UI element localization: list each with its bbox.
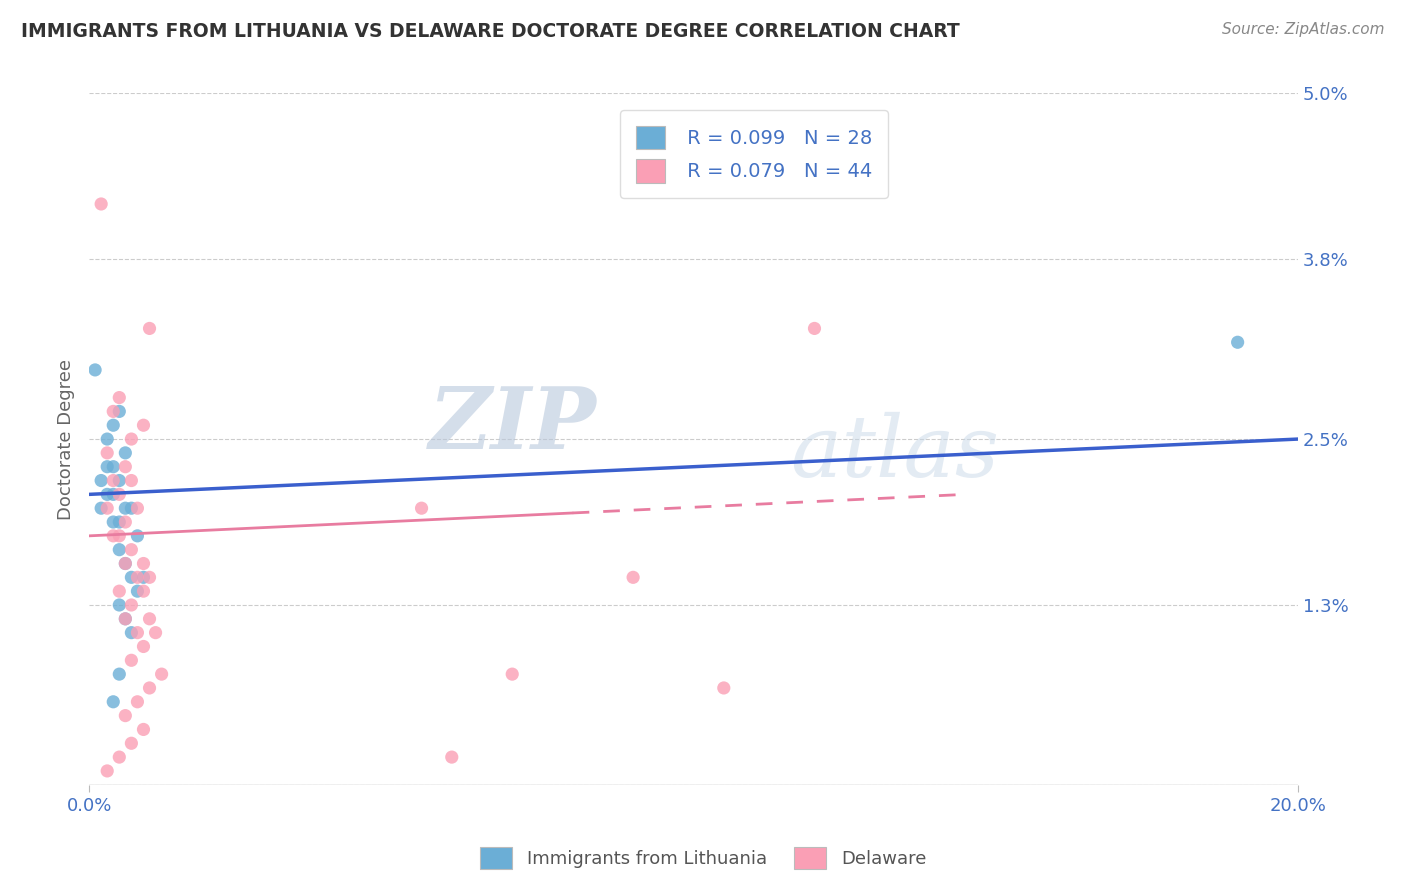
Point (138, 612, 160, 626)
Point (108, 391, 131, 405)
Legend:  R = 0.099   N = 28,  R = 0.079   N = 44: R = 0.099 N = 28, R = 0.079 N = 44 (620, 110, 887, 198)
Point (127, 625, 149, 640)
Point (108, 515, 131, 529)
Point (114, 557, 136, 571)
Point (103, 474, 125, 488)
Legend: Immigrants from Lithuania, Delaware: Immigrants from Lithuania, Delaware (471, 838, 935, 879)
Point (108, 404, 131, 418)
Point (621, 570, 644, 584)
Point (103, 695, 125, 709)
Point (120, 542, 142, 557)
Point (90, 474, 112, 488)
Point (120, 570, 142, 584)
Point (145, 625, 167, 640)
Point (108, 598, 131, 612)
Point (138, 681, 160, 695)
Point (132, 723, 155, 737)
Point (114, 557, 136, 571)
Point (114, 612, 136, 626)
Point (120, 653, 142, 667)
Point (120, 736, 142, 750)
Point (138, 570, 160, 584)
Point (150, 667, 173, 681)
Point (96, 446, 118, 460)
Point (803, 321, 825, 335)
Point (96, 764, 118, 778)
Point (108, 542, 131, 557)
Point (120, 625, 142, 640)
Point (103, 515, 125, 529)
Point (114, 708, 136, 723)
Point (120, 598, 142, 612)
Point (132, 584, 155, 599)
Point (114, 501, 136, 516)
Point (411, 501, 433, 516)
Point (84, 363, 107, 377)
Point (132, 418, 155, 433)
Point (114, 446, 136, 460)
Point (103, 404, 125, 418)
Point (1226, 335, 1249, 350)
Point (132, 640, 155, 654)
Text: atlas: atlas (790, 411, 1000, 494)
Point (132, 570, 155, 584)
Point (96, 432, 118, 446)
Text: IMMIGRANTS FROM LITHUANIA VS DELAWARE DOCTORATE DEGREE CORRELATION CHART: IMMIGRANTS FROM LITHUANIA VS DELAWARE DO… (21, 22, 960, 41)
Point (90, 197, 112, 211)
Point (713, 681, 735, 695)
Point (103, 487, 125, 501)
Point (440, 750, 463, 764)
Point (108, 750, 131, 764)
Y-axis label: Doctorate Degree: Doctorate Degree (58, 359, 75, 519)
Point (120, 474, 142, 488)
Point (103, 418, 125, 433)
Point (120, 432, 142, 446)
Point (138, 321, 160, 335)
Text: ZIP: ZIP (429, 384, 598, 467)
Text: Source: ZipAtlas.com: Source: ZipAtlas.com (1222, 22, 1385, 37)
Point (127, 695, 149, 709)
Point (114, 612, 136, 626)
Point (127, 529, 149, 543)
Point (127, 501, 149, 516)
Point (108, 529, 131, 543)
Point (132, 557, 155, 571)
Point (96, 501, 118, 516)
Point (127, 570, 149, 584)
Point (108, 584, 131, 599)
Point (96, 487, 118, 501)
Point (127, 584, 149, 599)
Point (96, 459, 118, 474)
Point (108, 667, 131, 681)
Point (114, 515, 136, 529)
Point (90, 501, 112, 516)
Point (108, 487, 131, 501)
Point (120, 501, 142, 516)
Point (103, 529, 125, 543)
Point (108, 474, 131, 488)
Point (103, 459, 125, 474)
Point (114, 459, 136, 474)
Point (501, 667, 523, 681)
